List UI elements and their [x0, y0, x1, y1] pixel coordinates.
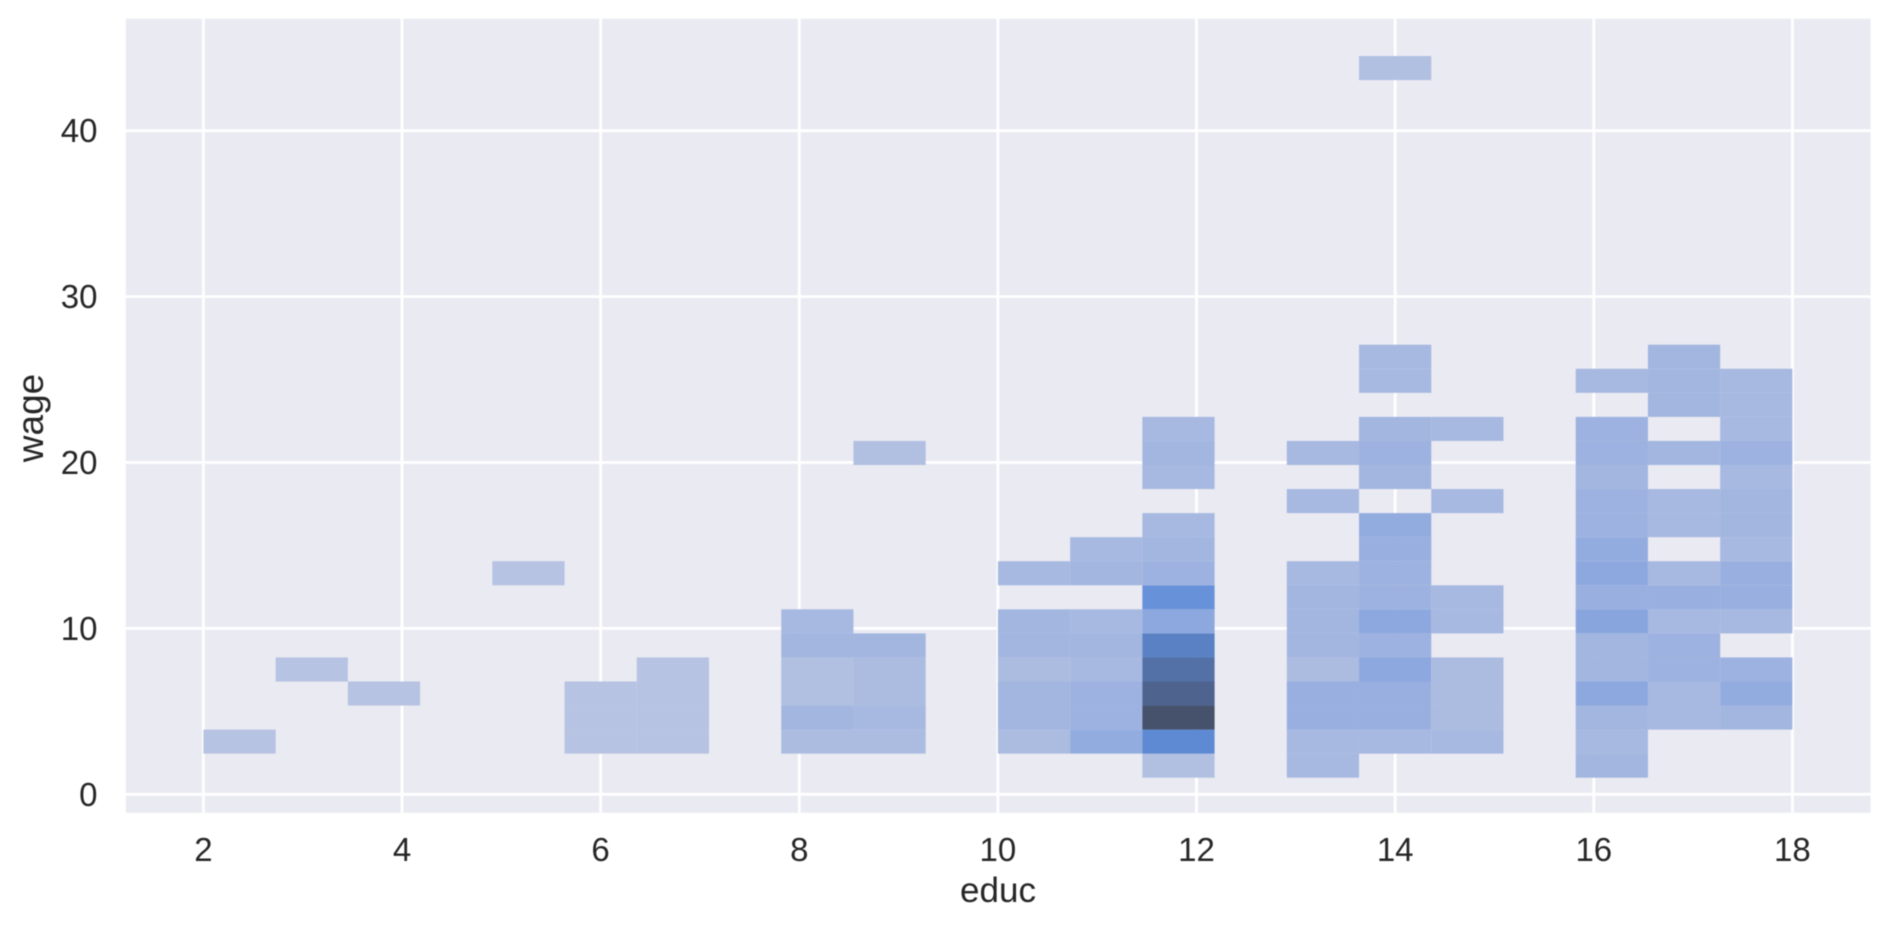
svg-text:10: 10: [980, 831, 1017, 868]
svg-text:8: 8: [790, 831, 808, 868]
svg-text:16: 16: [1575, 831, 1612, 868]
svg-text:20: 20: [61, 444, 98, 481]
svg-text:2: 2: [194, 831, 212, 868]
svg-text:30: 30: [61, 278, 98, 315]
svg-text:6: 6: [591, 831, 609, 868]
svg-text:14: 14: [1377, 831, 1414, 868]
svg-text:40: 40: [61, 112, 98, 149]
svg-text:educ: educ: [960, 871, 1036, 910]
svg-text:12: 12: [1178, 831, 1215, 868]
svg-text:4: 4: [393, 831, 411, 868]
svg-text:wage: wage: [10, 374, 51, 463]
svg-text:0: 0: [79, 776, 97, 813]
svg-text:18: 18: [1774, 831, 1811, 868]
svg-text:10: 10: [61, 610, 98, 647]
